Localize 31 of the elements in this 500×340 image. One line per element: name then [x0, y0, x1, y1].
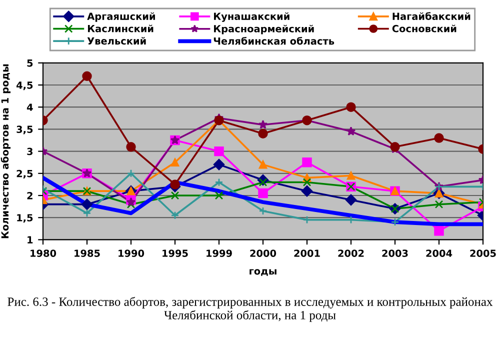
x-tick-label: 1985 [74, 250, 100, 257]
y-tick-label: 5 [27, 60, 33, 67]
x-tick-label: 2005 [470, 250, 496, 257]
x-tick-label: 2000 [250, 250, 276, 257]
x-tick-label: 1990 [118, 250, 144, 257]
y-tick-label: 4,5 [16, 82, 33, 90]
y-tick-label: 1,5 [17, 214, 33, 223]
y-tick-label: 2,5 [16, 170, 33, 178]
legend-label: Сосновский [392, 24, 456, 32]
y-axis-title: Количество абортов на 1 роды [0, 64, 10, 238]
x-tick-label: 1995 [162, 250, 188, 257]
y-tick-label: 2 [27, 192, 32, 200]
y-tick-label: 4 [26, 104, 33, 111]
legend-label: Аргаяшский [87, 12, 155, 22]
x-tick-label: 1999 [206, 250, 232, 257]
x-axis-title: годы [250, 269, 276, 276]
y-tick-label: 1 [28, 236, 33, 244]
legend-label: Увельский [87, 37, 146, 45]
x-tick-label: 2004 [426, 250, 452, 257]
x-tick-label: 1980 [30, 250, 56, 257]
legend-label: Кунашакский [214, 12, 290, 22]
text: Рис. 6.3 - Количество абортов, зарегистрированных в исследуемых и контрольных районах Челябинской области, на 1 роды [8, 296, 493, 322]
legend-label: Челябинская область [214, 36, 334, 45]
y-tick-label: 3 [27, 148, 33, 156]
x-tick-label: 2002 [338, 250, 364, 257]
legend-label: Каслинский [88, 24, 154, 32]
x-tick-label: 2003 [382, 250, 408, 257]
legend-label: Нагайбакский [392, 12, 470, 20]
legend-label: Красноармейский [214, 24, 314, 34]
y-tick-label: 3,5 [16, 126, 33, 134]
x-tick-label: 2001 [294, 250, 320, 257]
